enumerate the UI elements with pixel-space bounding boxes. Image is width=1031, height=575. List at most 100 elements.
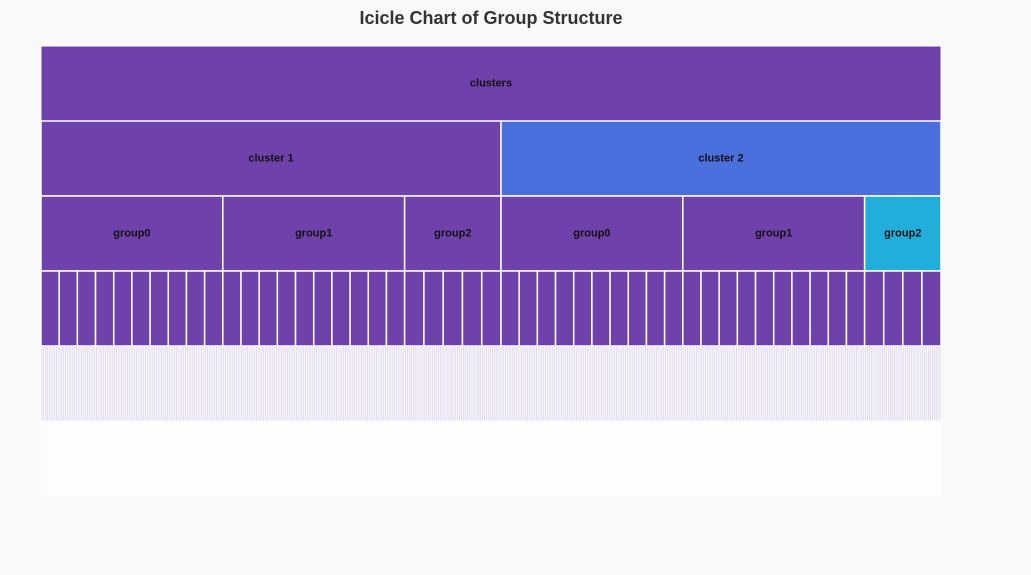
- node-root[interactable]: [40, 45, 942, 122]
- node-deep-item[interactable]: [258, 420, 269, 497]
- node-item[interactable]: [500, 270, 520, 347]
- node-deep-item[interactable]: [902, 420, 913, 497]
- node-deep-item[interactable]: [564, 420, 574, 497]
- node-deep-item[interactable]: [104, 420, 114, 497]
- node-deep-item[interactable]: [49, 420, 60, 497]
- node-deep-item[interactable]: [509, 420, 520, 497]
- node-deep-item[interactable]: [883, 420, 894, 497]
- node-group[interactable]: [403, 195, 502, 272]
- node-deep-item[interactable]: [471, 420, 482, 497]
- node-deep-item[interactable]: [340, 420, 351, 497]
- node-deep-item[interactable]: [809, 420, 820, 497]
- node-deep-item[interactable]: [537, 420, 547, 497]
- node-item[interactable]: [331, 270, 351, 347]
- node-deep-item[interactable]: [873, 420, 884, 497]
- node-item[interactable]: [403, 270, 425, 347]
- node-item[interactable]: [754, 270, 775, 347]
- node-deep-item[interactable]: [442, 420, 454, 497]
- node-deep-item[interactable]: [655, 420, 665, 497]
- node-deep-item[interactable]: [222, 420, 233, 497]
- node-group[interactable]: [863, 195, 942, 272]
- node-deep-item[interactable]: [349, 420, 360, 497]
- node-deep-item[interactable]: [286, 420, 296, 497]
- node-deep-item[interactable]: [737, 420, 747, 497]
- node-item[interactable]: [349, 270, 370, 347]
- node-item[interactable]: [572, 270, 593, 347]
- node-deep-item[interactable]: [855, 420, 865, 497]
- node-deep-item[interactable]: [358, 420, 369, 497]
- node-subitem[interactable]: [938, 345, 942, 422]
- node-deep-item[interactable]: [818, 420, 829, 497]
- node-deep-item[interactable]: [709, 420, 720, 497]
- node-deep-item[interactable]: [837, 420, 847, 497]
- node-deep-item[interactable]: [791, 420, 802, 497]
- node-deep-item[interactable]: [782, 420, 793, 497]
- node-deep-item[interactable]: [423, 420, 434, 497]
- node-deep-item[interactable]: [140, 420, 151, 497]
- node-deep-item[interactable]: [646, 420, 656, 497]
- node-deep-item[interactable]: [295, 420, 305, 497]
- node-deep-item[interactable]: [113, 420, 124, 497]
- node-deep-item[interactable]: [828, 420, 838, 497]
- node-deep-item[interactable]: [637, 420, 647, 497]
- node-item[interactable]: [809, 270, 830, 347]
- node-item[interactable]: [94, 270, 115, 347]
- node-deep-item[interactable]: [773, 420, 784, 497]
- node-item[interactable]: [203, 270, 224, 347]
- node-deep-item[interactable]: [846, 420, 856, 497]
- node-item[interactable]: [736, 270, 757, 347]
- node-deep-item[interactable]: [86, 420, 96, 497]
- node-deep-item[interactable]: [746, 420, 756, 497]
- node-deep-item[interactable]: [700, 420, 711, 497]
- node-item[interactable]: [718, 270, 739, 347]
- node-item[interactable]: [185, 270, 206, 347]
- node-item[interactable]: [423, 270, 444, 347]
- node-item[interactable]: [131, 270, 151, 347]
- node-deep-item[interactable]: [77, 420, 87, 497]
- node-item[interactable]: [518, 270, 539, 347]
- node-item[interactable]: [149, 270, 170, 347]
- node-item[interactable]: [167, 270, 188, 347]
- node-item[interactable]: [367, 270, 388, 347]
- node-item[interactable]: [591, 270, 611, 347]
- node-item[interactable]: [461, 270, 483, 347]
- node-item[interactable]: [480, 270, 502, 347]
- node-deep-item[interactable]: [377, 420, 387, 497]
- node-deep-item[interactable]: [58, 420, 69, 497]
- node-group[interactable]: [682, 195, 866, 272]
- node-item[interactable]: [902, 270, 923, 347]
- node-deep-item[interactable]: [452, 420, 463, 497]
- node-deep-item[interactable]: [386, 420, 396, 497]
- node-deep-item[interactable]: [313, 420, 324, 497]
- node-item[interactable]: [791, 270, 811, 347]
- node-item[interactable]: [312, 270, 333, 347]
- node-item[interactable]: [76, 270, 97, 347]
- node-item[interactable]: [294, 270, 315, 347]
- node-deep-item[interactable]: [231, 420, 242, 497]
- node-deep-item[interactable]: [122, 420, 133, 497]
- node-deep-item[interactable]: [322, 420, 333, 497]
- node-deep-item[interactable]: [546, 420, 556, 497]
- node-deep-item[interactable]: [528, 420, 538, 497]
- node-item[interactable]: [772, 270, 793, 347]
- node-deep-item[interactable]: [204, 420, 214, 497]
- node-deep-item[interactable]: [921, 420, 932, 497]
- node-item[interactable]: [827, 270, 848, 347]
- node-item[interactable]: [442, 270, 464, 347]
- node-deep-item[interactable]: [433, 420, 444, 497]
- node-deep-item[interactable]: [573, 420, 584, 497]
- node-deep-item[interactable]: [618, 420, 629, 497]
- node-deep-item[interactable]: [414, 420, 425, 497]
- node-deep-item[interactable]: [213, 420, 224, 497]
- node-deep-item[interactable]: [277, 420, 287, 497]
- node-deep-item[interactable]: [404, 420, 415, 497]
- node-group[interactable]: [500, 195, 684, 272]
- node-item[interactable]: [663, 270, 684, 347]
- node-deep-item[interactable]: [691, 420, 702, 497]
- node-item[interactable]: [845, 270, 866, 347]
- node-deep-item[interactable]: [718, 420, 729, 497]
- node-item[interactable]: [682, 270, 702, 347]
- node-deep-item[interactable]: [481, 420, 492, 497]
- node-deep-item[interactable]: [755, 420, 765, 497]
- node-deep-item[interactable]: [893, 420, 904, 497]
